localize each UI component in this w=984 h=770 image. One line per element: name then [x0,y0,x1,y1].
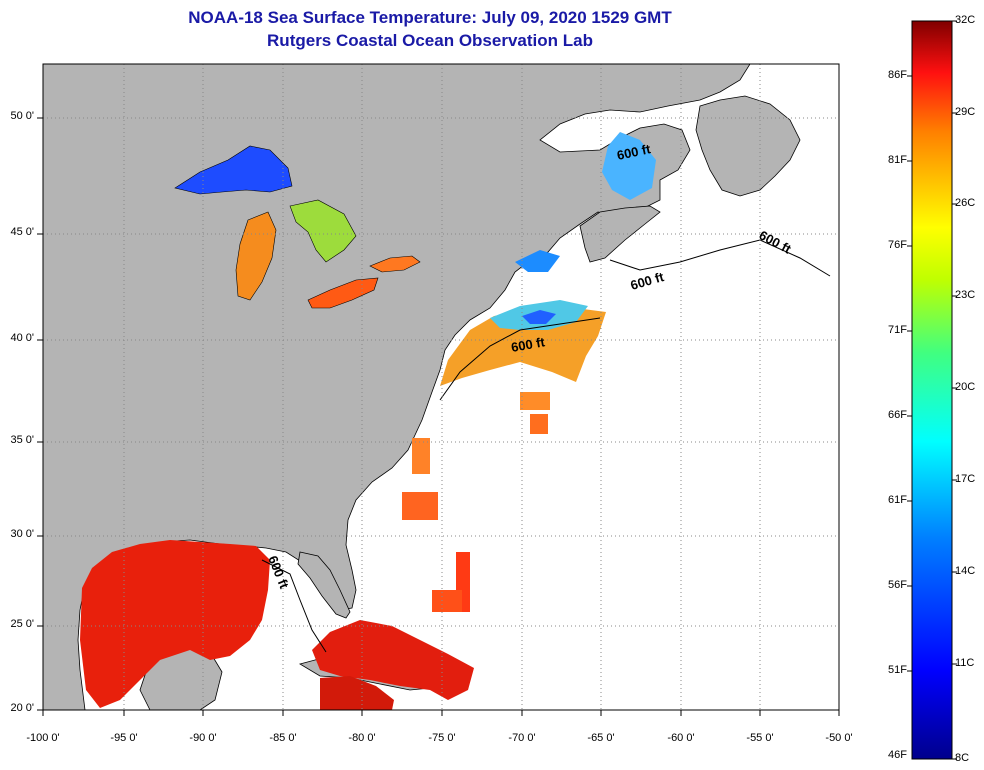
colorbar-label-f: 86F [888,69,907,81]
lat-label: 25 0' [10,618,34,630]
colorbar-ticks [907,20,957,760]
contour-label-600ft: 600 ft [510,334,547,355]
colorbar-label-f: 81F [888,154,907,166]
mid-atlantic-sst [440,306,606,386]
cape-cod-cool-patch [522,310,556,324]
map-border [42,63,840,711]
colorbar-label-f: 46F [888,749,907,761]
offshore-patch [412,438,430,474]
colorbar-label-c: 29C [955,106,976,118]
land-newfoundland [695,95,801,197]
offshore-patch [520,392,550,410]
offshore-patch [432,590,462,612]
land-florida [297,551,351,619]
colorbar-label-c: 8C [955,752,970,764]
lon-label: -65 0' [587,732,615,744]
lon-label: -85 0' [269,732,297,744]
colorbar-label-f: 71F [888,324,907,336]
contour-600ft-florida [261,559,327,653]
colorbar-label-c: 32C [955,14,976,26]
colorbar-label-f: 61F [888,494,907,506]
lat-label: 30 0' [10,528,34,540]
lon-label: -90 0' [189,732,217,744]
contour-600ft-north [609,239,831,277]
lat-label: 35 0' [10,434,34,446]
lat-label: 50 0' [10,110,34,122]
colorbar-label-c: 14C [955,565,976,577]
south-caribbean-sst [320,676,394,710]
offshore-patch [530,414,548,434]
lon-label: -95 0' [110,732,138,744]
lon-label: -70 0' [508,732,536,744]
colorbar-label-f: 76F [888,239,907,251]
lon-label: -50 0' [825,732,853,744]
lake-erie-sst [307,277,379,309]
colorbar [911,20,953,760]
colorbar-label-c: 26C [955,197,976,209]
caribbean-sst [312,620,474,700]
lake-michigan-sst [235,211,277,301]
gulf-of-maine-sst [515,250,560,272]
lon-label: -55 0' [746,732,774,744]
lon-label: -100 0' [26,732,60,744]
contour-600ft-gulf [439,317,601,401]
graticule [43,64,839,710]
lake-huron-sst [289,199,357,263]
map-title: NOAA-18 Sea Surface Temperature: July 09… [188,8,672,27]
map-subtitle: Rutgers Coastal Ocean Observation Lab [267,31,593,50]
colorbar-label-f: 51F [888,664,907,676]
lon-label: -60 0' [667,732,695,744]
lat-label: 40 0' [10,332,34,344]
contour-label-600ft: 600 ft [616,141,653,163]
colorbar-label-c: 23C [955,289,976,301]
gulf-of-mexico-sst [80,540,270,708]
lon-label: -80 0' [348,732,376,744]
lake-ontario-sst [369,255,421,273]
gulf-st-lawrence-sst [602,132,656,200]
lat-label: 20 0' [10,702,34,714]
lake-superior-sst [174,145,293,195]
colorbar-label-f: 66F [888,409,907,421]
lat-label: 45 0' [10,226,34,238]
colorbar-label-f: 56F [888,579,907,591]
lon-label: -75 0' [428,732,456,744]
offshore-patch [402,492,438,520]
colorbar-label-c: 11C [955,657,975,669]
axis-ticks [37,117,840,716]
colorbar-label-c: 20C [955,381,976,393]
colorbar-label-c: 17C [955,473,976,485]
